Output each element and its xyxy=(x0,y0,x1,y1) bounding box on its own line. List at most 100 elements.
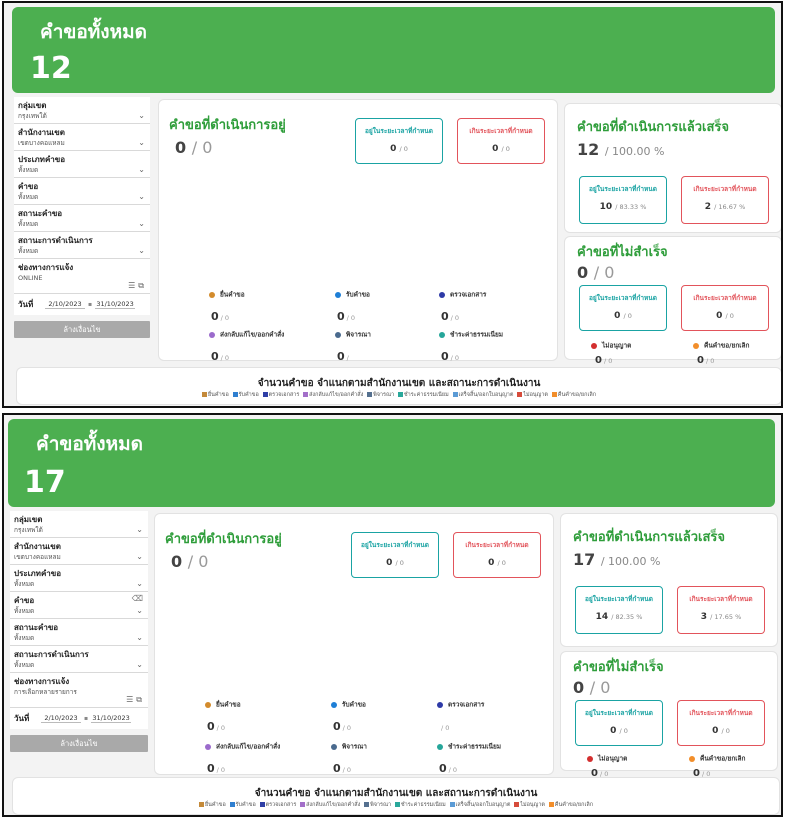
legend-item[interactable]: ไม่อนุญาต xyxy=(514,801,545,809)
legend-label: รับคำขอ xyxy=(238,392,259,398)
legend-item[interactable]: ไม่อนุญาต xyxy=(517,391,548,399)
legend-item[interactable]: ยื่นคำขอ xyxy=(198,801,226,809)
stat-label: คืนคำขอ/ยกเลิก xyxy=(700,754,746,763)
legend-item[interactable]: ส่งกลับแก้ไข/ออกคำสั่ง xyxy=(300,801,360,809)
legend-item[interactable]: ชำระค่าธรรมเนียม xyxy=(394,801,446,809)
legend-swatch xyxy=(259,802,265,807)
legend-item[interactable]: เสร็จสิ้น/ออกใบอนุญาต xyxy=(449,801,510,809)
stat-label: ชำระค่าธรรมเนียม xyxy=(448,742,502,751)
eraser-icon[interactable]: ⌫ xyxy=(131,594,143,603)
legend-item[interactable]: ตรวจเอกสาร xyxy=(262,391,299,399)
date-from-input[interactable]: 2/10/2023 xyxy=(41,714,81,723)
status-dot xyxy=(439,291,445,298)
filter-request-status[interactable]: สถานะคำขอ ทั้งหมด ⌄ xyxy=(14,205,150,232)
status-dot xyxy=(331,701,337,708)
legend-item[interactable]: คืนคำขอ/ยกเลิก xyxy=(548,801,593,809)
clear-filters-button[interactable]: ล้างเงื่อนไข xyxy=(14,321,150,338)
filter-district-office[interactable]: สำนักงานเขต เขตบางคอแหลม ⌄ xyxy=(14,124,150,151)
within-time-card: อยู่ในระยะเวลาที่กำหนด 14 / 82.35 % xyxy=(575,586,663,634)
stat-sub: / 0 xyxy=(220,314,230,322)
filter-channel[interactable]: ช่องทางการแจ้ง การเลือกหลายรายการ ☰⧉ xyxy=(10,673,148,708)
filter-request[interactable]: คำขอ ทั้งหมด ⌫ ⌄ xyxy=(10,592,148,619)
stat-returned: ส่งกลับแก้ไข/ออกคำสั่ง 0/ 0 xyxy=(205,736,305,775)
legend-item[interactable]: ชำระค่าธรรมเนียม xyxy=(397,391,449,399)
stat-value: 0/ 0 xyxy=(693,768,769,779)
card-number: 14 xyxy=(595,612,609,622)
legend-item[interactable]: พิจารณา xyxy=(367,391,394,399)
status-dot xyxy=(591,342,597,349)
chevron-down-icon: ⌄ xyxy=(138,246,145,255)
filter-value: ทั้งหมด xyxy=(18,193,39,201)
legend-item[interactable]: รับคำขอ xyxy=(232,391,259,399)
filter-district-group[interactable]: กลุ่มเขต กรุงเทพใต้ ⌄ xyxy=(10,511,148,538)
filter-request-type[interactable]: ประเภทคำขอ ทั้งหมด ⌄ xyxy=(10,565,148,592)
filter-progress-status[interactable]: สถานะการดำเนินการ ทั้งหมด ⌄ xyxy=(10,646,148,673)
card-label: เกินระยะเวลาที่กำหนด xyxy=(689,595,753,603)
filter-channel[interactable]: ช่องทางการแจ้ง ONLINE ☰⧉ xyxy=(14,259,150,294)
stat-value: 0/ 0 xyxy=(211,350,309,363)
stat-number: 0 xyxy=(337,350,345,363)
legend-item[interactable]: เสร็จสิ้น/ออกใบอนุญาต xyxy=(452,391,513,399)
failed-panel: คำขอที่ไม่สำเร็จ 0 / 0 อยู่ในระยะเวลาที่… xyxy=(560,651,778,779)
filter-progress-status[interactable]: สถานะการดำเนินการ ทั้งหมด ⌄ xyxy=(14,232,150,259)
stat-value: 0/ 0 xyxy=(207,762,305,775)
filter-sidebar: กลุ่มเขต กรุงเทพใต้ ⌄ สำนักงานเขต เขตบาง… xyxy=(10,511,148,752)
stat-value: 0/ 0 xyxy=(211,310,309,323)
filter-request-type[interactable]: ประเภทคำขอ ทั้งหมด ⌄ xyxy=(14,151,150,178)
legend-item[interactable]: ส่งกลับแก้ไข/ออกคำสั่ง xyxy=(303,391,363,399)
count-total: / 100.00 % xyxy=(600,555,661,568)
total-requests-banner: คำขอทั้งหมด 17 xyxy=(8,419,775,507)
card-label: เกินระยะเวลาที่กำหนด xyxy=(689,709,753,717)
stat-cancelled: คืนคำขอ/ยกเลิก 0/ 0 xyxy=(693,335,773,366)
card-label: อยู่ในระยะเวลาที่กำหนด xyxy=(365,127,433,135)
card-label: อยู่ในระยะเวลาที่กำหนด xyxy=(585,595,653,603)
stat-considering: พิจารณา 0/ 0 xyxy=(331,736,431,775)
stat-payment: ชำระค่าธรรมเนียม 0/ 0 xyxy=(437,736,537,775)
filter-district-office[interactable]: สำนักงานเขต เขตบางคอแหลม ⌄ xyxy=(10,538,148,565)
filter-label: กลุ่มเขต xyxy=(18,101,47,110)
panel-title: คำขอที่ดำเนินการอยู่ xyxy=(165,532,282,547)
stat-label: ตรวจเอกสาร xyxy=(448,700,485,709)
card-sub: / 0 xyxy=(619,727,628,735)
stat-checking: ตรวจเอกสาร / 0 xyxy=(437,694,537,733)
stat-submitted: ยื่นคำขอ 0/ 0 xyxy=(205,694,305,733)
stat-cancelled: คืนคำขอ/ยกเลิก 0/ 0 xyxy=(689,748,769,779)
legend-item[interactable]: รับคำขอ xyxy=(229,801,256,809)
card-value: 0 / 0 xyxy=(576,726,662,736)
legend-label: พิจารณา xyxy=(370,802,392,808)
date-from-input[interactable]: 2/10/2023 xyxy=(45,300,85,309)
legend-item[interactable]: พิจารณา xyxy=(364,801,391,809)
card-sub: / 0 xyxy=(501,145,510,153)
legend-swatch xyxy=(229,802,235,807)
panel-title: คำขอที่ดำเนินการอยู่ xyxy=(169,118,286,133)
stat-sub: / 0 xyxy=(216,724,226,732)
filter-request-status[interactable]: สถานะคำขอ ทั้งหมด ⌄ xyxy=(10,619,148,646)
date-range: วันที่ 2/10/2023 ▪ 31/10/2023 xyxy=(14,294,150,315)
filter-request[interactable]: คำขอ ทั้งหมด ⌄ xyxy=(14,178,150,205)
date-to-input[interactable]: 31/10/2023 xyxy=(95,300,136,309)
legend-item[interactable]: คืนคำขอ/ยกเลิก xyxy=(551,391,596,399)
filter-focus-icons[interactable]: ☰⧉ xyxy=(128,281,147,290)
stat-label: พิจารณา xyxy=(346,330,371,339)
card-number: 0 xyxy=(488,558,495,568)
filter-district-group[interactable]: กลุ่มเขต กรุงเทพใต้ ⌄ xyxy=(14,97,150,124)
chart-panel: จำนวนคำขอ จำแนกตามสำนักงานเขต และสถานะกา… xyxy=(12,777,780,815)
stat-number: 0 xyxy=(211,350,219,363)
filter-focus-icons[interactable]: ☰⧉ xyxy=(126,695,145,704)
stat-label: ชำระค่าธรรมเนียม xyxy=(450,330,504,339)
clear-filters-button[interactable]: ล้างเงื่อนไข xyxy=(10,735,148,752)
legend-label: ส่งกลับแก้ไข/ออกคำสั่ง xyxy=(306,802,361,808)
stat-sub: / 0 xyxy=(342,766,352,774)
legend-item[interactable]: ตรวจเอกสาร xyxy=(259,801,296,809)
card-label: อยู่ในระยะเวลาที่กำหนด xyxy=(361,541,429,549)
card-label: เกินระยะเวลาที่กำหนด xyxy=(693,294,757,302)
banner-title: คำขอทั้งหมด xyxy=(36,433,143,455)
card-number: 10 xyxy=(599,202,613,212)
card-value: 0 / 0 xyxy=(458,144,544,154)
date-to-input[interactable]: 31/10/2023 xyxy=(91,714,132,723)
legend-item[interactable]: ยื่นคำขอ xyxy=(201,391,229,399)
card-sub: / 0 xyxy=(725,312,734,320)
chevron-down-icon: ⌄ xyxy=(138,138,145,147)
count-total: / 0 xyxy=(589,678,611,697)
card-label: อยู่ในระยะเวลาที่กำหนด xyxy=(585,709,653,717)
